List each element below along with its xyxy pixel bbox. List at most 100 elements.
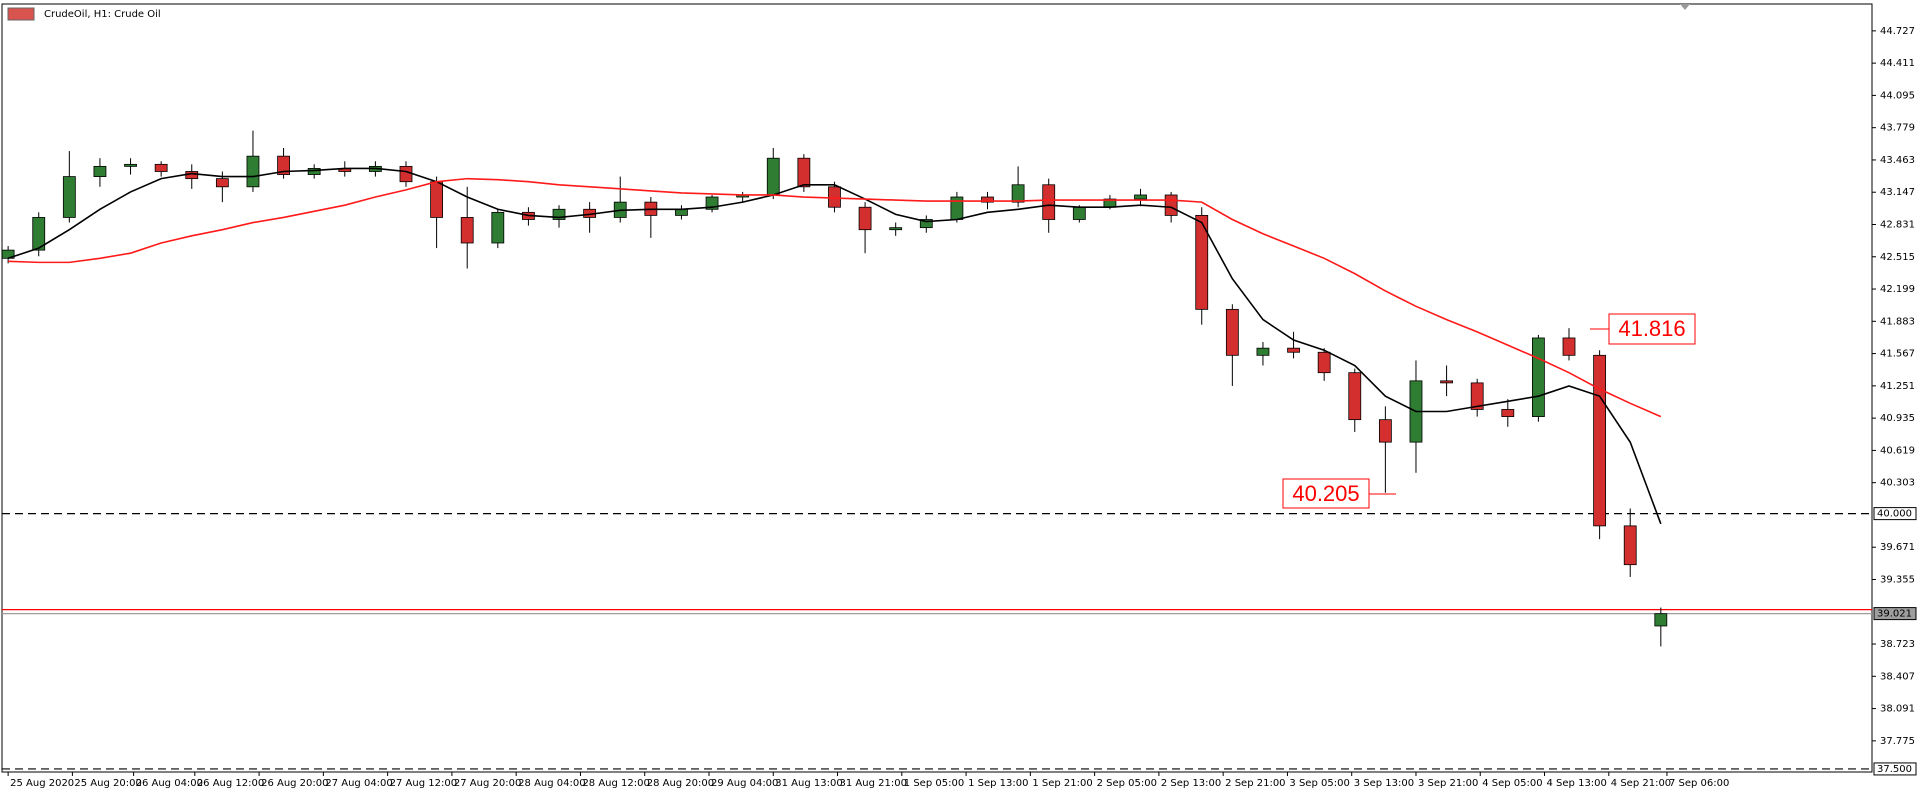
y-tick-label: 43.463	[1880, 155, 1915, 166]
y-tick-label: 44.727	[1880, 26, 1915, 37]
x-tick-label: 27 Aug 04:00	[325, 778, 392, 789]
x-tick-label: 1 Sep 13:00	[968, 778, 1028, 789]
chart-title: CrudeOil, H1: Crude Oil	[44, 9, 161, 20]
x-tick-label: 2 Sep 13:00	[1161, 778, 1221, 789]
x-tick-label: 26 Aug 20:00	[261, 778, 328, 789]
x-tick-label: 27 Aug 20:00	[454, 778, 521, 789]
candle-body	[277, 155, 290, 175]
candle-body	[1042, 184, 1056, 220]
candle-body	[1072, 206, 1086, 220]
y-tick-label: 41.883	[1880, 316, 1915, 327]
level-label-box	[1873, 607, 1917, 621]
candle-body	[552, 208, 566, 220]
candle-body	[1134, 194, 1147, 200]
candle-body	[1225, 308, 1239, 356]
candle-body	[828, 186, 841, 208]
x-tick-label: 28 Aug 20:00	[647, 778, 714, 789]
x-tick-label: 26 Aug 12:00	[197, 778, 264, 789]
candle-body	[124, 163, 137, 167]
x-tick-label: 1 Sep 05:00	[904, 778, 964, 789]
y-tick-label: 37.775	[1880, 736, 1915, 747]
annotation-box	[1282, 478, 1370, 509]
x-tick-label: 3 Sep 13:00	[1354, 778, 1414, 789]
candle-body	[1348, 372, 1362, 421]
candle-body	[460, 217, 474, 244]
candle-body	[1623, 525, 1637, 566]
x-tick-label: 3 Sep 21:00	[1418, 778, 1478, 789]
moving-average	[7, 167, 1662, 525]
candle-body	[1287, 347, 1300, 353]
x-tick-label: 31 Aug 21:00	[840, 778, 907, 789]
candle-body	[154, 163, 168, 172]
x-tick-label: 4 Sep 05:00	[1482, 778, 1542, 789]
level-label: 40.000	[1877, 509, 1912, 520]
x-tick-label: 28 Aug 04:00	[518, 778, 585, 789]
candle-body	[675, 208, 688, 216]
x-tick-label: 2 Sep 21:00	[1225, 778, 1285, 789]
candle-body	[797, 157, 811, 188]
y-tick-label: 44.095	[1880, 90, 1915, 101]
candle-body	[1531, 337, 1545, 417]
y-tick-label: 42.515	[1880, 252, 1915, 263]
x-tick-label: 28 Aug 12:00	[582, 778, 649, 789]
candle-body	[1593, 354, 1607, 527]
candle-body	[246, 155, 260, 188]
y-tick-label: 41.567	[1880, 349, 1915, 360]
annotation-label: 41.816	[1618, 316, 1685, 341]
candle-body	[1011, 184, 1025, 203]
candle-body	[32, 217, 46, 251]
x-tick-label: 4 Sep 13:00	[1547, 778, 1607, 789]
x-tick-label: 27 Aug 12:00	[390, 778, 457, 789]
y-tick-label: 43.147	[1880, 187, 1915, 198]
x-tick-label: 2 Sep 05:00	[1097, 778, 1157, 789]
x-tick-label: 26 Aug 04:00	[136, 778, 203, 789]
y-tick-label: 39.671	[1880, 542, 1915, 553]
y-tick-label: 41.251	[1880, 381, 1915, 392]
candle-body	[858, 206, 872, 231]
y-tick-label: 38.723	[1880, 639, 1915, 650]
level-label-box	[1873, 507, 1917, 521]
candle-body	[1654, 613, 1668, 627]
x-tick-label: 25 Aug 20:00	[74, 778, 141, 789]
candle-body	[491, 211, 505, 244]
candle-body	[1501, 409, 1515, 417]
candle-body	[62, 176, 76, 218]
annotation-label: 40.205	[1292, 481, 1359, 506]
candle-body	[399, 165, 413, 183]
symbol-icon	[7, 7, 35, 21]
candle-body	[1256, 347, 1270, 356]
candle-body	[1470, 382, 1484, 410]
candle-body	[1195, 215, 1209, 310]
y-tick-label: 38.091	[1880, 704, 1915, 715]
x-tick-label: 7 Sep 06:00	[1669, 778, 1729, 789]
y-tick-label: 40.303	[1880, 478, 1915, 489]
y-tick-label: 39.355	[1880, 574, 1915, 585]
x-tick-label: 31 Aug 13:00	[775, 778, 842, 789]
candle-body	[1440, 380, 1453, 384]
candle-body	[981, 196, 994, 203]
candle-body	[307, 168, 321, 175]
shift-marker	[1680, 4, 1690, 10]
y-tick-label: 38.407	[1880, 671, 1915, 682]
y-tick-label: 43.779	[1880, 123, 1915, 134]
candle-body	[1378, 419, 1392, 443]
candle-body	[185, 171, 199, 180]
y-tick-label: 42.199	[1880, 284, 1915, 295]
level-label-box	[1873, 762, 1917, 776]
x-tick-label: 4 Sep 21:00	[1611, 778, 1671, 789]
x-tick-label: 1 Sep 21:00	[1032, 778, 1092, 789]
candle-body	[1164, 194, 1178, 216]
candle-body	[766, 157, 780, 196]
moving-average	[8, 177, 1662, 418]
y-tick-label: 44.411	[1880, 58, 1915, 69]
y-tick-label: 42.831	[1880, 219, 1915, 230]
candle-body	[889, 227, 903, 231]
x-tick-label: 3 Sep 05:00	[1289, 778, 1349, 789]
x-tick-label: 25 Aug 2020	[10, 778, 74, 789]
level-label: 39.021	[1877, 609, 1912, 620]
candle-body	[1562, 337, 1576, 356]
candle-body	[215, 178, 229, 188]
y-tick-label: 40.619	[1880, 445, 1915, 456]
